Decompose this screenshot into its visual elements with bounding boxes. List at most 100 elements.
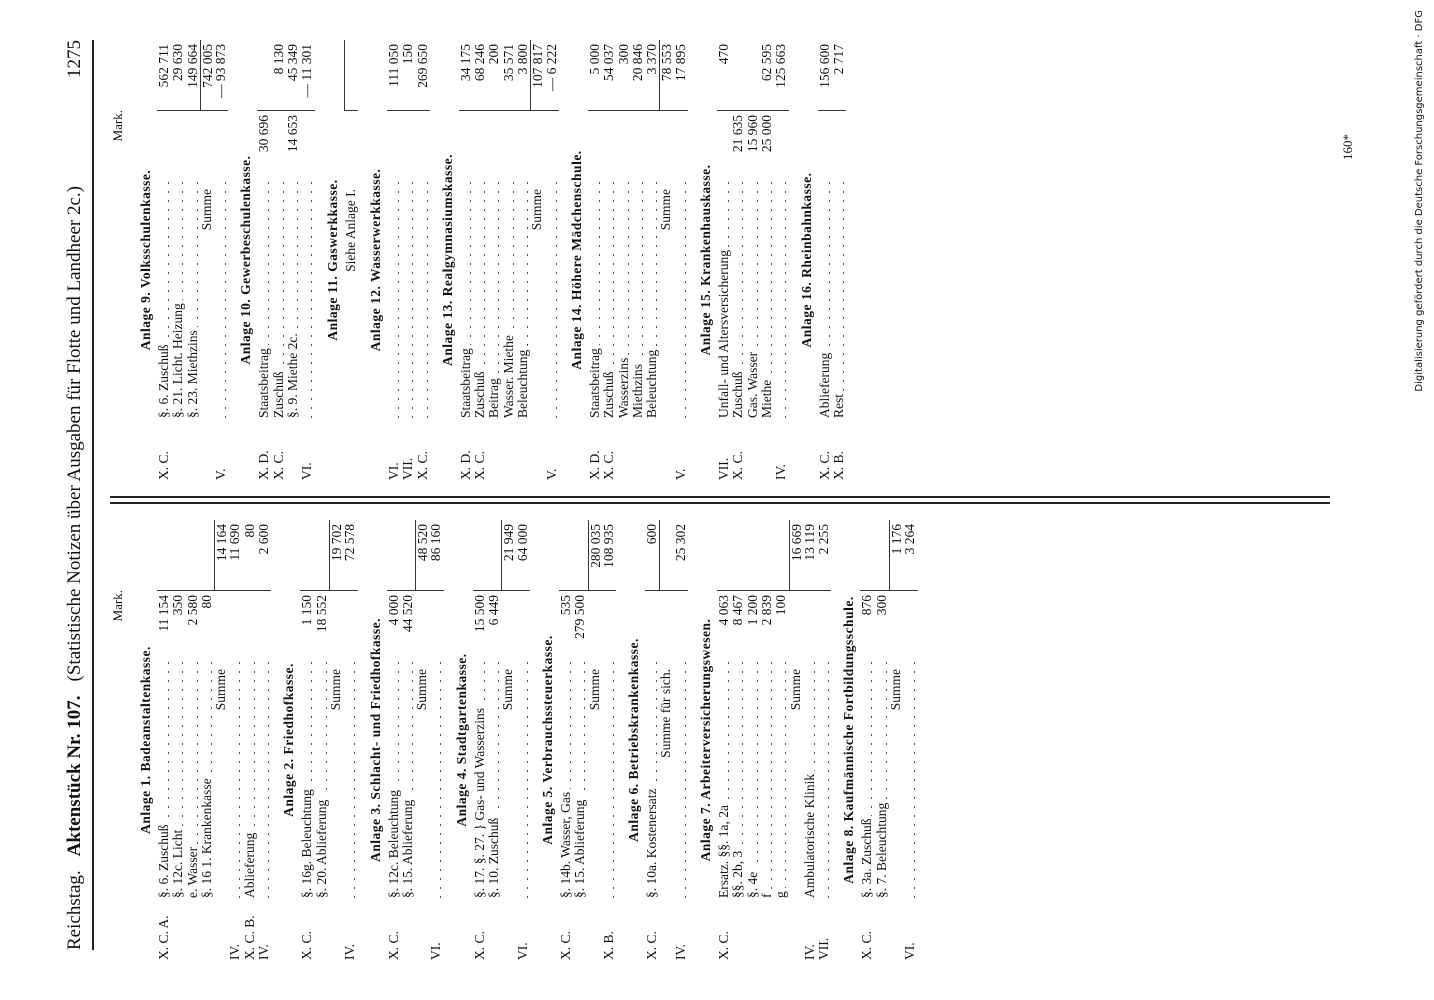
entry-text: Beleuchtung [516, 346, 531, 418]
sub-amount: 2 580 [184, 595, 200, 626]
code-space [344, 418, 358, 480]
entry-leader: Beleuchtung [645, 181, 660, 418]
entry-leader: Ablieferung [817, 181, 832, 418]
entry-leader: Staatsbeitrag [458, 181, 474, 418]
entry-leader [515, 661, 530, 898]
entry-text: e. Wasser [185, 843, 200, 898]
sub-space [416, 111, 430, 181]
entry-text: §. 6. Zuschuß [157, 341, 171, 418]
entry-code: VI. [385, 462, 401, 480]
entry-row: X. C. Ablieferung 156 600 [817, 40, 832, 480]
entry-leader: e. Wasser [185, 661, 200, 898]
sub-space [473, 111, 487, 181]
entry-row: §. 12c. Licht 350 [170, 520, 186, 960]
total-amount: 11 690 [227, 520, 243, 591]
entry-row: X. C. §. 3a. Zuschuß 876 [859, 520, 875, 960]
entry-row: X. C. §. 14b. Wasser, Gas 535 [557, 520, 574, 960]
section-title: Anlage 4. Stadtgartenkasse. [453, 653, 469, 827]
entry-leader [401, 181, 416, 418]
sum-label: Summe [501, 669, 516, 711]
entry-text: g [774, 888, 789, 898]
total-amount: — 93 873 [213, 40, 229, 111]
entry-leader: §. 6. Zuschuß [157, 181, 172, 418]
entry-text: Staatsbeitrag [458, 345, 473, 418]
entry-row: Summe 16 669 [788, 520, 804, 960]
entry-leader: §. 21. Licht. Heizung [171, 181, 186, 418]
total-amount: 107 817 [530, 40, 545, 111]
sub-space [502, 111, 516, 181]
header-left: Reichstag. [64, 870, 85, 950]
total-space [731, 40, 746, 111]
sub-amount: 11 154 [156, 595, 171, 632]
entry-leader: §. 15. Ablieferung [573, 661, 588, 898]
entry-row: Beleuchtung 3 800 [515, 40, 531, 480]
sub-amount: 4 000 [385, 595, 401, 626]
code-space [401, 898, 415, 960]
total-space [487, 520, 502, 591]
total-amount: — 11 301 [299, 40, 315, 111]
entry-row: Summe 742 005 [199, 40, 215, 480]
entry-text: f [759, 890, 774, 898]
total-space [558, 520, 574, 591]
entry-code: X. C. [859, 931, 875, 960]
entry-leader: §§. 2b, 3 [731, 661, 746, 898]
entry-row: X. C. A. §. 6. Zuschuß 11 154 [156, 520, 172, 960]
code-space [315, 898, 329, 960]
sub-amount: 30 696 [256, 115, 272, 153]
section-title: Anlage 12. Wasserwerkkasse. [367, 168, 383, 352]
entry-row: VII. 2 255 [816, 520, 832, 960]
unit: Mark. [110, 110, 125, 142]
sub-space [717, 111, 731, 181]
sub-amount: 21 635 [730, 115, 746, 153]
entry-code: X. C. [730, 451, 746, 480]
entry-row: X. B. Rest 2 717 [831, 40, 847, 480]
entry-code: X. C. [156, 451, 171, 480]
total-amount: 35 571 [501, 40, 517, 111]
entry-code: IV. [227, 944, 243, 960]
entry-leader: §. 6. Zuschuß [157, 661, 172, 898]
entry-code: X. C. [471, 931, 487, 960]
total-space [573, 520, 588, 591]
total-amount: 2 600 [256, 520, 272, 591]
entry-leader: Wasser. Miethe [501, 181, 517, 418]
entry-row: Summe 280 035 [587, 520, 603, 960]
sub-space [157, 111, 171, 181]
entry-leader: Ambulatorische Klinik [802, 661, 818, 898]
sum-label: Siehe Anlage I. [343, 189, 358, 272]
entry-leader: Ablieferung [242, 661, 258, 898]
entry-code: IV. [256, 944, 272, 960]
sub-space [817, 591, 831, 661]
sub-space [602, 111, 616, 181]
sub-space [516, 111, 530, 181]
entry-text: Beleuchtung [645, 346, 660, 418]
sub-space [530, 111, 544, 181]
entry-leader: §. 4e [745, 661, 760, 898]
sum-label: Summe [659, 189, 674, 231]
section-title: Anlage 8. Kaufmännische Fortbildungsschu… [841, 596, 857, 884]
total-amount: 14 164 [214, 520, 229, 591]
total-space [731, 520, 746, 591]
code-space [746, 898, 760, 960]
sub-space [674, 591, 688, 661]
total-amount: 20 846 [630, 40, 646, 111]
section-title: Anlage 2. Friedhofkasse. [281, 663, 297, 817]
entry-row: Miethe 25 000 62 595 [759, 40, 775, 480]
entry-row: f 2 839 [759, 520, 775, 960]
entry-row: §§. 2b, 3 8 467 [730, 520, 746, 960]
sub-space [387, 111, 401, 181]
total-amount: 48 520 [415, 520, 430, 591]
total-space [257, 40, 272, 111]
entry-row: §. 21. Licht. Heizung 29 630 [170, 40, 186, 480]
entry-leader [673, 181, 689, 418]
section-title: Anlage 6. Betriebskrankenkasse. [626, 638, 642, 842]
entry-code: X. C. [557, 931, 573, 960]
entry-code: IV. [672, 944, 688, 960]
entry-text: §. 7. Beleuchtung [874, 799, 889, 898]
entry-leader: Zuschuß [271, 181, 287, 418]
entry-row: Wasserzins 300 [616, 40, 631, 480]
total-space [157, 520, 172, 591]
entry-row: X. C. §. 6. Zuschuß 562 711 [156, 40, 172, 480]
entry-leader: §. 23. Miethzins [185, 181, 200, 418]
entry-leader [774, 181, 789, 418]
entry-code: VI. [428, 942, 444, 960]
